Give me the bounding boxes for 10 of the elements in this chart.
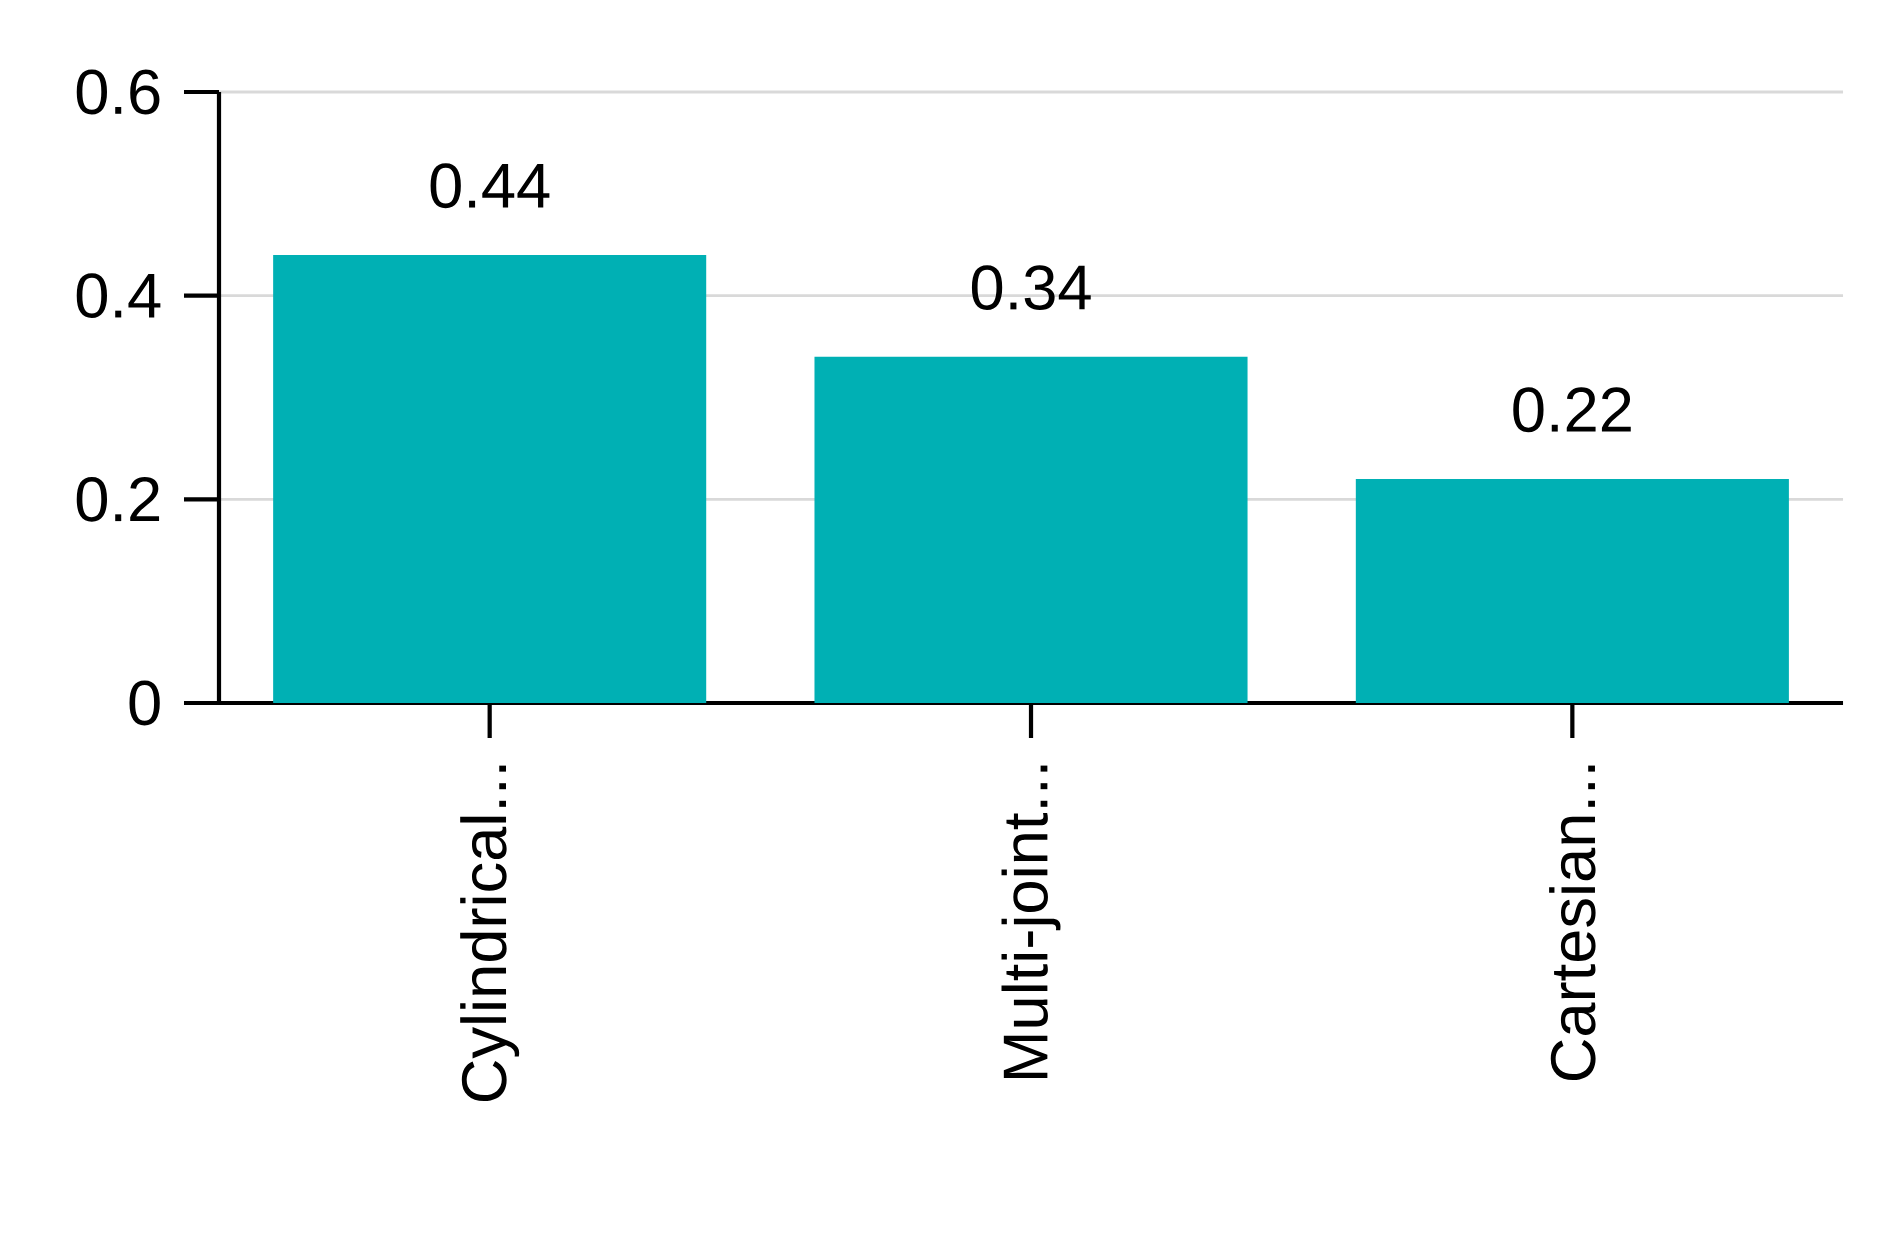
x-tick-label: Cartesian... [1549, 765, 1596, 1081]
x-tick-label: Multi-joint... [1001, 765, 1061, 1079]
y-tick-label: 0.4 [76, 273, 161, 319]
y-tick-label: 0.6 [76, 69, 160, 115]
x-tick-label: Cylindrical... [460, 765, 520, 1102]
y-tick-label: 0.2 [76, 476, 160, 522]
y-tick-label: 0 [129, 680, 160, 726]
data-label: 0.44 [430, 163, 550, 209]
data-label: 0.22 [1513, 387, 1631, 433]
data-label: 0.34 [971, 265, 1091, 310]
